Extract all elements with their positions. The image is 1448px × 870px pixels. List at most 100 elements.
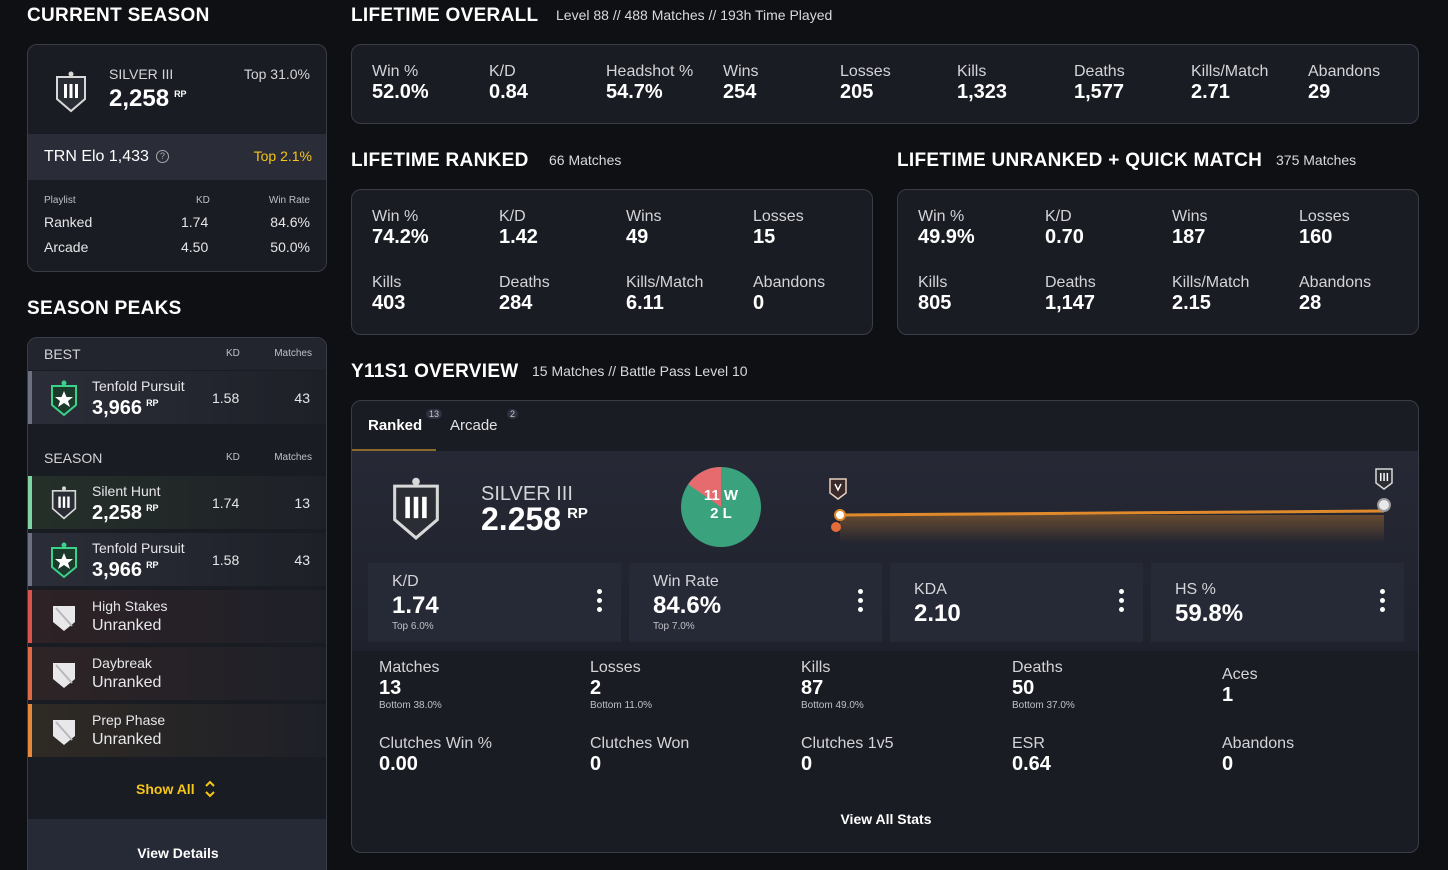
season-matches: 43: [294, 552, 310, 568]
more-options-icon[interactable]: [858, 589, 864, 617]
season-row-daybreak[interactable]: Daybreak Unranked: [28, 647, 326, 700]
stat-wins: Wins 254: [723, 63, 759, 103]
best-peak-matches: 43: [294, 390, 310, 406]
stat-losses-overview: Losses 2 Bottom 11.0%: [590, 659, 653, 711]
best-peak-row[interactable]: Tenfold Pursuit 3,966 RP 1.58 43: [28, 371, 326, 424]
view-details-button[interactable]: View Details: [28, 819, 326, 870]
stat-losses: Losses 205: [840, 63, 891, 103]
tile-win-rate: Win Rate 84.6% Top 7.0%: [629, 563, 882, 642]
lifetime-ranked-title: LIFETIME RANKED: [351, 150, 529, 171]
season-header-row: SEASON KD Matches: [28, 442, 326, 474]
pie-wins-label: 11 W: [703, 487, 739, 504]
silver-rank-icon: [390, 477, 442, 546]
elo-label: TRN Elo 1,433: [44, 148, 149, 165]
unranked-icon: [52, 661, 76, 694]
tile-kda: KDA 2.10: [890, 563, 1143, 642]
stat-matches: Matches 13 Bottom 38.0%: [379, 659, 442, 711]
more-options-icon[interactable]: [597, 589, 603, 617]
unranked-deaths: Deaths 1,147: [1045, 274, 1096, 314]
season-matches: 13: [294, 495, 310, 511]
season-matches-header: Matches: [274, 452, 312, 463]
chevron-up-down-icon: [204, 778, 216, 805]
tab-arcade-count: 2: [507, 409, 519, 419]
progress-end-point[interactable]: [1377, 498, 1391, 512]
stat-clutches-win-percent: Clutches Win % 0.00: [379, 735, 492, 775]
progress-start-point[interactable]: [834, 509, 846, 521]
unranked-wins: Wins 187: [1172, 208, 1208, 248]
stat-kills: Kills 1,323: [957, 63, 1008, 103]
emerald-rank-icon: [48, 379, 80, 422]
ranked-kd: K/D 1.42: [499, 208, 538, 248]
season-peaks-title: SEASON PEAKS: [27, 298, 182, 319]
rank-progress-chart: [822, 467, 1402, 547]
tab-arcade-label: Arcade: [450, 417, 498, 434]
table-header-win-rate: Win Rate: [268, 195, 310, 206]
season-status: Unranked: [92, 674, 162, 691]
overview-card: Ranked 13 Arcade 2 SILVER III 2.258 RP 11…: [351, 400, 1419, 853]
playlist-ranked: Ranked: [44, 214, 93, 230]
lifetime-unranked-card: Win % 49.9% K/D 0.70 Wins 187 Losses 160 Kil…: [897, 189, 1419, 335]
playlist-arcade: Arcade: [44, 239, 89, 255]
season-rp: 3,966 RP: [92, 559, 159, 581]
progress-low-point[interactable]: [831, 522, 841, 532]
rank-name: SILVER III: [109, 66, 174, 82]
best-peak-rp: 3,966 RP: [92, 397, 159, 419]
silver-rank-icon: [50, 486, 78, 525]
unranked-win-percent: Win % 49.9%: [918, 208, 975, 248]
season-row-tenfold-pursuit[interactable]: Tenfold Pursuit 3,966 RP 1.58 43: [28, 533, 326, 586]
tile-hs-percent: HS % 59.8%: [1151, 563, 1404, 642]
more-options-icon[interactable]: [1119, 589, 1125, 617]
season-name: Prep Phase: [92, 712, 166, 728]
progress-line: [839, 509, 1385, 517]
show-all-label: Show All: [136, 781, 195, 797]
unranked-kills-per-match: Kills/Match 2.15: [1172, 274, 1250, 314]
tile-win-rate-value: 84.6%: [653, 592, 722, 619]
ranked-kills-per-match: Kills/Match 6.11: [626, 274, 704, 314]
rank-panel: SILVER III 2.258 RP 11 W 2 L: [352, 451, 1418, 651]
best-header: BEST: [44, 346, 81, 362]
more-options-icon[interactable]: [1380, 589, 1386, 617]
unranked-abandons: Abandons 28: [1299, 274, 1372, 314]
tile-kda-label: KDA: [914, 581, 947, 598]
pie-loss-slice: [688, 467, 721, 507]
stat-deaths-overview: Deaths 50 Bottom 37.0%: [1012, 659, 1075, 711]
stat-aces: Aces 1: [1222, 666, 1258, 706]
best-matches-header: Matches: [274, 348, 312, 359]
best-peak-name: Tenfold Pursuit: [92, 378, 185, 394]
lifetime-overall-card: Win % 52.0% K/D 0.84 Headshot % 54.7% Wins 2…: [351, 44, 1419, 124]
emerald-rank-icon: [48, 541, 80, 584]
stat-kills-per-match: Kills/Match 2.71: [1191, 63, 1269, 103]
season-row-high-stakes[interactable]: High Stakes Unranked: [28, 590, 326, 643]
show-all-button[interactable]: Show All: [28, 768, 326, 808]
view-all-stats-button[interactable]: View All Stats: [840, 811, 932, 827]
tab-arcade[interactable]: Arcade 2: [444, 401, 534, 451]
tile-kd: K/D 1.74 Top 6.0%: [368, 563, 621, 642]
season-status: Unranked: [92, 617, 162, 634]
tile-hs-label: HS %: [1175, 581, 1216, 598]
arcade-kd: 4.50: [181, 239, 209, 255]
current-season-card: SILVER III 2,258 RP Top 31.0% TRN Elo 1,4…: [27, 44, 327, 272]
unranked-losses: Losses 160: [1299, 208, 1350, 248]
stat-win-percent: Win % 52.0%: [372, 63, 429, 103]
peak-accent-bar: [28, 704, 32, 757]
season-name: Tenfold Pursuit: [92, 540, 185, 556]
tab-ranked[interactable]: Ranked 13: [352, 401, 443, 451]
table-header-playlist: Playlist: [44, 195, 76, 206]
season-status: Unranked: [92, 731, 162, 748]
season-row-prep-phase[interactable]: Prep Phase Unranked: [28, 704, 326, 757]
season-row-silent-hunt[interactable]: Silent Hunt 2,258 RP 1.74 13: [28, 476, 326, 529]
season-name: High Stakes: [92, 598, 168, 614]
stat-abandons: Abandons 29: [1308, 63, 1381, 103]
stat-clutches-1v5: Clutches 1v5 0: [801, 735, 894, 775]
unranked-icon: [52, 604, 76, 637]
help-icon[interactable]: ?: [156, 150, 169, 163]
lifetime-ranked-card: Win % 74.2% K/D 1.42 Wins 49 Losses 15 Kills…: [351, 189, 873, 335]
peak-accent-bar: [28, 533, 32, 586]
season-kd: 1.58: [212, 552, 240, 568]
tile-kd-sub: Top 6.0%: [392, 621, 434, 632]
lifetime-ranked-meta: 66 Matches: [549, 152, 622, 168]
unranked-icon: [52, 718, 76, 751]
season-header: SEASON: [44, 450, 103, 466]
ranked-wins: Wins 49: [626, 208, 662, 248]
progress-fill: [840, 515, 1384, 543]
